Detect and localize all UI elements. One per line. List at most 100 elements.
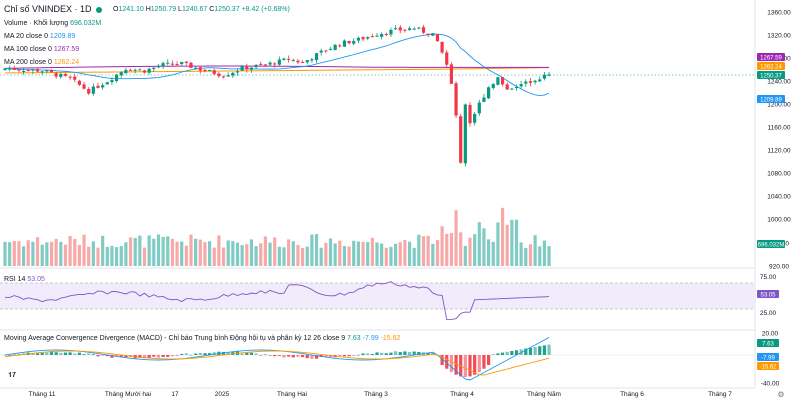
candle-body bbox=[194, 67, 198, 69]
candle-body bbox=[459, 116, 463, 163]
macd-histogram-bar bbox=[249, 352, 254, 355]
macd-histogram-bar bbox=[510, 351, 514, 355]
volume-bar bbox=[147, 235, 151, 266]
candle-body bbox=[133, 69, 137, 71]
candle bbox=[426, 33, 430, 38]
tradingview-logo-icon: 𝟏𝟕 bbox=[8, 372, 16, 379]
macd-value-3: -15.62 bbox=[380, 335, 401, 342]
candle-body bbox=[342, 40, 347, 47]
ma100-legend[interactable]: MA 100 close 0 1267.59 bbox=[4, 45, 79, 54]
candle-body bbox=[77, 80, 81, 85]
candle-body bbox=[370, 36, 374, 38]
volume-bar bbox=[477, 222, 481, 266]
macd-histogram-bar bbox=[310, 355, 314, 359]
macd-histogram-bar bbox=[384, 353, 388, 355]
volume-bar bbox=[156, 234, 161, 266]
macd-histogram-bar bbox=[398, 352, 402, 355]
macd-histogram-bar bbox=[156, 355, 161, 358]
volume-bar bbox=[366, 242, 370, 266]
candle-body bbox=[542, 74, 546, 79]
candle-body bbox=[291, 60, 295, 62]
macd-histogram-bar bbox=[54, 352, 58, 355]
candle bbox=[170, 60, 174, 67]
candle bbox=[333, 43, 337, 51]
rsi-tick-label: 75.00 bbox=[760, 274, 777, 281]
macd-histogram-bar bbox=[124, 355, 128, 358]
macd-histogram-bar bbox=[524, 348, 528, 355]
candle bbox=[505, 82, 509, 90]
rsi-pane bbox=[0, 281, 755, 321]
macd-histogram-bar bbox=[282, 355, 286, 358]
macd-histogram-bar bbox=[226, 352, 230, 355]
candle-body bbox=[426, 33, 430, 35]
candle-body bbox=[3, 68, 7, 70]
volume-bar bbox=[459, 232, 463, 266]
candle bbox=[12, 65, 16, 71]
volume-bar bbox=[133, 237, 137, 266]
candle bbox=[519, 80, 523, 89]
symbol-title[interactable]: Chỉ số VNINDEX · 1D bbox=[4, 4, 104, 14]
macd-histogram-bar bbox=[487, 355, 491, 365]
macd-histogram-bar bbox=[449, 355, 453, 373]
rsi-tick-label: 25.00 bbox=[760, 310, 777, 317]
candle bbox=[138, 68, 142, 71]
candle-body bbox=[124, 69, 128, 74]
macd-signal-line bbox=[4, 350, 550, 376]
macd-histogram-bar bbox=[547, 344, 551, 355]
candle bbox=[547, 71, 551, 77]
macd-badge-label: -7.99 bbox=[761, 356, 775, 362]
candle bbox=[17, 68, 21, 73]
candle-body bbox=[449, 64, 453, 84]
candle-body bbox=[305, 60, 309, 63]
candle-body bbox=[166, 62, 170, 64]
candle-body bbox=[235, 71, 240, 73]
candle-body bbox=[533, 80, 537, 83]
candle bbox=[324, 50, 328, 54]
macd-badge-label: -15.62 bbox=[759, 365, 777, 371]
candle-body bbox=[524, 81, 528, 84]
volume-bar bbox=[208, 241, 212, 266]
ma20-legend[interactable]: MA 20 close 0 1209.89 bbox=[4, 32, 75, 41]
volume-legend[interactable]: Volume · Khối lượng 696.032M bbox=[4, 19, 101, 28]
macd-histogram-bar bbox=[77, 352, 81, 355]
volume-bar bbox=[445, 233, 449, 266]
candle-body bbox=[389, 29, 393, 35]
candle bbox=[384, 32, 388, 37]
candle-body bbox=[310, 59, 314, 61]
candle bbox=[459, 113, 463, 164]
macd-histogram-bar bbox=[301, 355, 305, 358]
candle-body bbox=[505, 84, 509, 90]
volume-bar bbox=[417, 234, 421, 266]
volume-bar bbox=[496, 222, 500, 266]
low-label: L bbox=[178, 6, 182, 13]
macd-histogram-bar bbox=[96, 355, 100, 357]
macd-histogram-bar bbox=[198, 352, 202, 355]
macd-histogram-bar bbox=[194, 353, 198, 355]
candle bbox=[128, 68, 133, 71]
candle bbox=[491, 83, 495, 90]
macd-badge bbox=[757, 339, 779, 347]
macd-histogram-bar bbox=[138, 355, 142, 358]
candle bbox=[45, 69, 49, 74]
macd-histogram-bar bbox=[394, 351, 398, 355]
volume-bar bbox=[421, 236, 426, 266]
volume-bar bbox=[524, 247, 528, 266]
ma200-legend[interactable]: MA 200 close 0 1262.24 bbox=[4, 58, 79, 67]
time-axis-label: Tháng 7 bbox=[708, 391, 732, 398]
macd-histogram-bar bbox=[170, 355, 174, 357]
macd-histogram-bar bbox=[45, 352, 49, 355]
candle bbox=[147, 67, 151, 75]
candle bbox=[528, 77, 533, 87]
macd-histogram-bar bbox=[263, 354, 267, 356]
volume-bar bbox=[3, 241, 7, 266]
candle bbox=[319, 48, 323, 56]
candle bbox=[96, 82, 100, 89]
candle-body bbox=[487, 87, 491, 99]
macd-legend[interactable]: Moving Average Convergence Divergence (M… bbox=[4, 334, 400, 343]
volume-bar bbox=[184, 245, 188, 266]
volume-bar bbox=[35, 237, 40, 266]
rsi-legend[interactable]: RSI 14 53.05 bbox=[4, 275, 45, 284]
macd-histogram-bar bbox=[380, 352, 384, 355]
candle bbox=[49, 69, 54, 73]
